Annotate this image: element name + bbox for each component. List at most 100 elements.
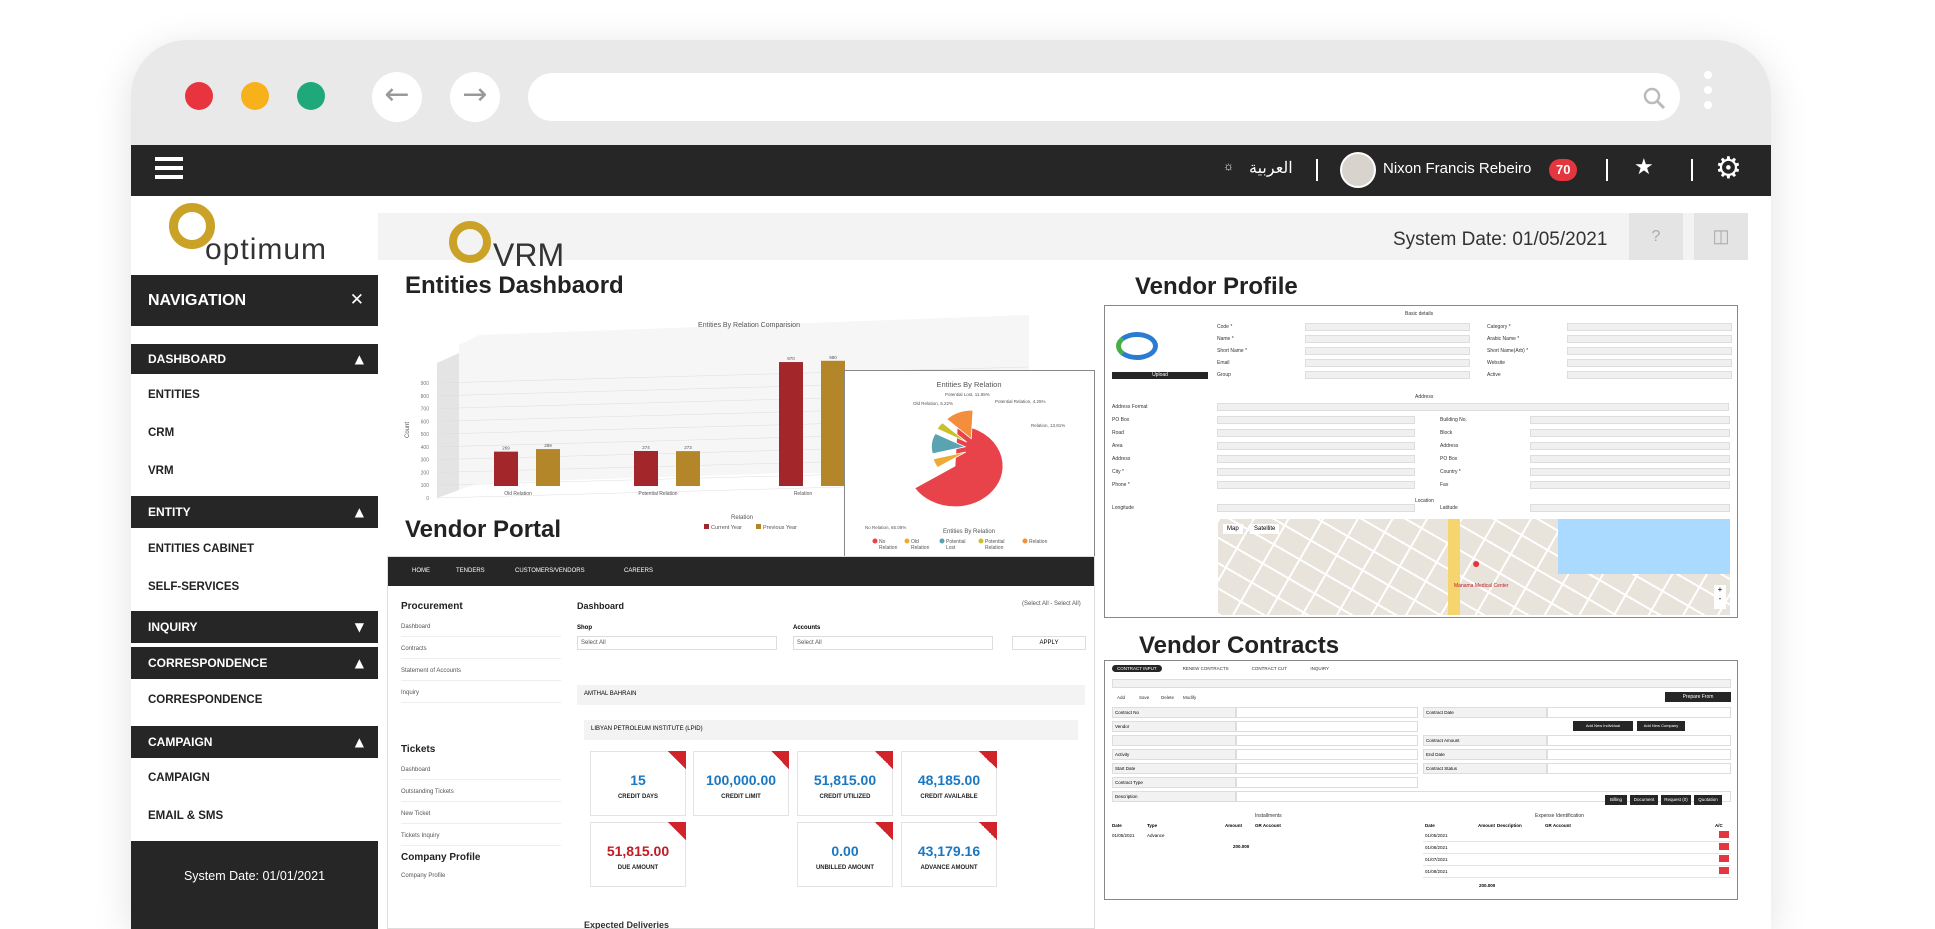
delete-row-icon[interactable] [1719,831,1729,838]
portal-tab[interactable]: CAREERS [624,568,654,574]
forward-button[interactable]: → [450,72,500,122]
close-window-icon[interactable] [185,82,213,110]
nav-item-campaign[interactable]: CAMPAIGN [148,772,210,784]
tickets-link[interactable]: Dashboard [401,767,431,773]
info-card[interactable]: 0.00 UNBILLED AMOUNT [797,822,893,887]
action-button[interactable]: Billing [1605,795,1627,805]
profile-field-input[interactable] [1567,335,1732,343]
profile-field-input[interactable] [1567,323,1732,331]
toolbar-button[interactable]: Save [1139,695,1150,700]
profile-field-input[interactable] [1305,347,1470,355]
apply-button[interactable]: APPLY [1012,636,1086,650]
contract-field-input[interactable] [1547,749,1731,760]
notification-badge[interactable]: 70 [1549,159,1578,181]
profile-field-input[interactable] [1305,371,1470,379]
help-button[interactable]: ? [1629,213,1683,260]
info-card[interactable]: 48,185.00 CREDIT AVAILABLE [901,751,997,816]
nav-item-entities-cabinet[interactable]: ENTITIES CABINET [148,543,255,555]
language-icon[interactable]: ☼ [1223,159,1234,173]
info-card[interactable]: 15 CREDIT DAYS [590,751,686,816]
map-tab-satellite[interactable]: Satellite [1250,524,1280,534]
close-icon[interactable]: ✕ [349,290,364,310]
contract-field-input[interactable] [1547,735,1731,746]
contract-field-input[interactable] [1236,721,1418,732]
profile-field-input[interactable] [1305,359,1470,367]
profile-field-input[interactable] [1305,323,1470,331]
toolbar-button[interactable]: Delete [1161,695,1175,700]
hamburger-menu-icon[interactable] [155,157,183,179]
action-button[interactable]: Document [1630,795,1658,805]
address-field-input[interactable] [1217,442,1415,450]
contract-field-input[interactable] [1236,777,1418,788]
address-field-input[interactable] [1217,468,1415,476]
portal-tab[interactable]: TENDERS [456,568,485,574]
map-tab-map[interactable]: Map [1223,524,1243,534]
company-profile-link[interactable]: Company Profile [401,873,446,879]
contract-field-input[interactable] [1547,763,1731,774]
address-field-input[interactable] [1530,416,1730,424]
tickets-link[interactable]: Outstanding Tickets [401,789,454,795]
contract-field-input[interactable] [1236,791,1731,802]
user-name[interactable]: Nixon Francis Rebeiro [1383,160,1532,177]
add-button[interactable]: Add New Company [1637,721,1685,731]
contract-field-input[interactable] [1547,707,1731,718]
contract-field-input[interactable] [1236,749,1418,760]
contract-field-input[interactable] [1236,763,1418,774]
nav-group-dashboard[interactable]: DASHBOARD ▲ [131,344,378,374]
address-field-input[interactable] [1530,429,1730,437]
upload-button[interactable]: Upload [1112,372,1208,379]
nav-item-self-services[interactable]: SELF-SERVICES [148,581,240,593]
profile-field-input[interactable] [1567,371,1732,379]
delete-row-icon[interactable] [1719,843,1729,850]
map-zoom-control[interactable]: + - [1714,585,1726,609]
profile-field-input[interactable] [1567,359,1732,367]
toolbar-button[interactable]: Modify [1183,695,1197,700]
pdf-export-button[interactable]: ◫ [1694,213,1748,260]
contract-tab[interactable]: INQUIRY [1310,666,1330,671]
address-field-input[interactable] [1530,468,1730,476]
minimize-window-icon[interactable] [241,82,269,110]
procurement-link[interactable]: Contracts [401,646,427,652]
contract-tab[interactable]: CONTRACT CUT [1251,666,1288,671]
nav-item-vrm[interactable]: VRM [148,465,174,477]
action-button[interactable]: Request (0) [1661,795,1691,805]
address-field-input[interactable] [1217,429,1415,437]
accounts-select[interactable]: Select All [793,636,993,650]
toolbar-button[interactable]: Add [1117,695,1126,700]
location-map[interactable]: Map Satellite ● Manama Medical Center + - [1218,519,1730,615]
maximize-window-icon[interactable] [297,82,325,110]
address-field-input[interactable] [1530,481,1730,489]
nav-item-email-sms[interactable]: EMAIL & SMS [148,810,224,822]
info-card[interactable]: 51,815.00 DUE AMOUNT [590,822,686,887]
nav-group-campaign[interactable]: CAMPAIGN ▲ [131,726,378,758]
avatar[interactable] [1340,152,1376,188]
address-field-input[interactable] [1217,455,1415,463]
contract-field-input[interactable] [1236,735,1418,746]
address-field-input[interactable] [1530,442,1730,450]
address-bar[interactable] [528,73,1680,121]
contract-field-input[interactable] [1236,707,1418,718]
select-all-link[interactable]: (Select All - Select All) [1022,601,1081,607]
nav-group-correspondence[interactable]: CORRESPONDENCE ▲ [131,647,378,679]
nav-item-correspondence[interactable]: CORRESPONDENCE [148,694,263,706]
search-icon[interactable] [1642,86,1666,110]
back-button[interactable]: ← [372,72,422,122]
nav-item-crm[interactable]: CRM [148,427,175,439]
group-amthal[interactable]: AMTHAL BAHRAIN [577,685,1085,705]
tickets-link[interactable]: New Ticket [401,811,431,817]
nav-group-entity[interactable]: ENTITY ▲ [131,496,378,528]
add-button[interactable]: Add New Individual [1573,721,1633,731]
address-field-input[interactable] [1217,504,1415,512]
language-switch[interactable]: العربية [1249,160,1293,177]
profile-field-input[interactable] [1305,335,1470,343]
info-card[interactable]: 100,000.00 CREDIT LIMIT [693,751,789,816]
info-card[interactable]: 51,815.00 CREDIT UTILIZED [797,751,893,816]
star-icon[interactable]: ★ [1634,155,1654,180]
address-field-input[interactable] [1530,504,1730,512]
procurement-link[interactable]: Dashboard [401,624,431,630]
action-button[interactable]: Quotation [1694,795,1722,805]
address-field-input[interactable] [1217,403,1729,411]
portal-tab[interactable]: CUSTOMERS/VENDORS [515,568,585,574]
shop-select[interactable]: Select All [577,636,777,650]
tickets-link[interactable]: Tickets Inquiry [401,833,440,839]
